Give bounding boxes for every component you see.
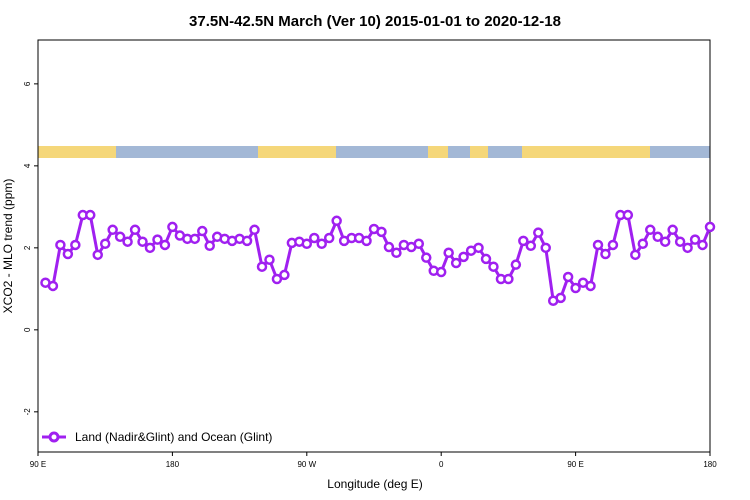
data-point <box>667 224 678 236</box>
data-point <box>264 254 275 265</box>
data-point <box>510 259 522 270</box>
data-point <box>144 242 156 254</box>
data-point <box>129 224 141 236</box>
data-point <box>85 209 96 221</box>
data-point <box>167 221 178 233</box>
data-point <box>159 239 171 251</box>
data-point <box>570 282 581 294</box>
data-point <box>256 261 268 272</box>
legend-marker <box>48 431 60 443</box>
data-point <box>488 261 499 272</box>
data-point <box>361 235 372 247</box>
data-point <box>450 257 462 269</box>
x-tick-label: 90 W <box>297 460 316 469</box>
data-point <box>279 269 290 281</box>
data-point <box>600 248 611 260</box>
data-point <box>323 232 335 244</box>
data-point <box>249 224 260 236</box>
data-point <box>114 231 126 243</box>
x-axis-label: Longitude (deg E) <box>327 477 422 491</box>
data-point <box>592 239 604 251</box>
data-point <box>391 247 402 259</box>
data-point <box>518 235 529 247</box>
data-point <box>376 226 387 238</box>
x-tick-label: 90 E <box>567 460 583 469</box>
data-point <box>540 242 551 254</box>
data-point <box>413 238 425 249</box>
data-point <box>241 235 253 247</box>
data-point <box>525 240 537 252</box>
data-point <box>704 221 716 233</box>
data-point <box>122 236 133 247</box>
data-point <box>301 238 313 249</box>
y-tick-label: -2 <box>23 408 32 416</box>
y-tick-label: 4 <box>23 163 32 168</box>
data-point <box>99 238 111 249</box>
y-tick-label: 6 <box>23 81 32 86</box>
legend-label: Land (Nadir&Glint) and Ocean (Glint) <box>75 430 272 444</box>
data-point <box>637 238 649 249</box>
data-point <box>197 225 208 237</box>
data-point <box>421 252 432 263</box>
data-point <box>689 234 701 245</box>
data-point <box>189 233 201 245</box>
y-tick-label: 2 <box>23 245 32 250</box>
data-point <box>137 236 148 247</box>
data-point <box>585 280 596 292</box>
data-point <box>562 271 574 283</box>
data-point <box>271 273 283 285</box>
data-point <box>331 215 342 227</box>
data-point <box>152 234 163 245</box>
y-axis-label: XCO2 - MLO trend (ppm) <box>1 179 15 314</box>
x-tick-label: 180 <box>703 460 717 469</box>
data-point <box>607 239 619 251</box>
data-point <box>682 242 693 254</box>
data-point <box>55 239 66 251</box>
data-point <box>630 249 641 261</box>
data-point <box>47 280 59 292</box>
plot-frame <box>37 39 711 453</box>
chart-title: 37.5N-42.5N March (Ver 10) 2015-01-01 to… <box>189 13 561 30</box>
x-tick-label: 180 <box>166 460 180 469</box>
data-point <box>316 238 327 249</box>
data-point <box>652 231 663 243</box>
data-point <box>92 249 103 261</box>
data-point <box>555 292 566 304</box>
data-point <box>443 247 454 259</box>
map-strip <box>38 146 710 158</box>
x-tick-label: 90 E <box>30 460 46 469</box>
legend: Land (Nadir&Glint) and Ocean (Glint) <box>42 430 272 444</box>
data-point <box>70 239 81 251</box>
data-point <box>503 273 514 285</box>
data-point <box>309 232 320 244</box>
data-point <box>204 240 215 252</box>
data-point <box>107 224 118 236</box>
data-point <box>659 236 671 247</box>
data-point <box>645 224 656 236</box>
data-point <box>435 266 447 278</box>
data-point <box>383 241 395 253</box>
y-tick-label: 0 <box>23 327 32 332</box>
data-point <box>622 209 634 221</box>
data-point <box>480 253 492 265</box>
data-point <box>458 251 469 263</box>
data-point <box>697 239 708 251</box>
data-point <box>62 248 74 260</box>
data-point <box>674 236 686 247</box>
data-point <box>473 242 484 254</box>
data-point <box>533 227 544 238</box>
x-tick-label: 0 <box>439 460 444 469</box>
